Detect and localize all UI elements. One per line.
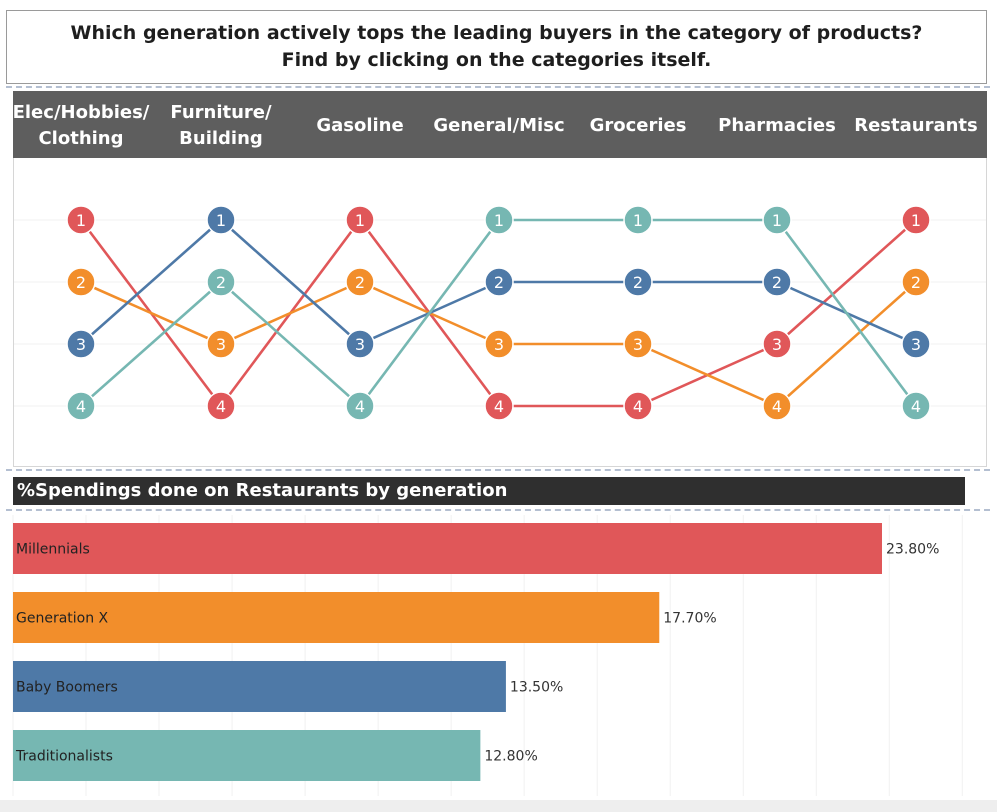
rank-marker[interactable] [484, 329, 514, 359]
category-tab-1[interactable]: Furniture/Building [170, 102, 272, 149]
rank-marker[interactable] [623, 267, 653, 297]
category-label-text[interactable]: General/Misc [433, 115, 564, 136]
rank-marker[interactable] [206, 205, 236, 235]
bar-baby-boomers[interactable] [13, 661, 506, 712]
rank-label: 1 [911, 211, 921, 230]
bar-generation-x[interactable] [13, 592, 660, 643]
rank-label: 3 [911, 335, 921, 354]
bump-chart-frame [13, 158, 987, 467]
rank-label: 1 [772, 211, 782, 230]
bottom-strip [0, 800, 997, 812]
rank-label: 3 [216, 335, 226, 354]
rank-marker[interactable] [484, 205, 514, 235]
question-line-2: Find by clicking on the categories itsel… [281, 49, 712, 71]
category-tab-2[interactable]: Gasoline [316, 115, 403, 136]
bar-value-label: 13.50% [510, 680, 563, 696]
rank-label: 1 [76, 211, 86, 230]
rank-label: 4 [355, 397, 365, 416]
rank-label: 4 [772, 397, 782, 416]
rank-label: 1 [355, 211, 365, 230]
category-label-text[interactable]: Furniture/ [170, 102, 272, 123]
rank-label: 2 [216, 273, 226, 292]
rank-label: 4 [494, 397, 504, 416]
rank-marker[interactable] [206, 267, 236, 297]
divider [6, 86, 990, 88]
category-label-text[interactable]: Building [179, 128, 263, 149]
rank-marker[interactable] [66, 391, 96, 421]
rank-marker[interactable] [345, 267, 375, 297]
category-tab-3[interactable]: General/Misc [433, 115, 564, 136]
rank-marker[interactable] [66, 267, 96, 297]
rank-marker[interactable] [623, 205, 653, 235]
question-line-1: Which generation actively tops the leadi… [70, 22, 923, 44]
rank-label: 3 [494, 335, 504, 354]
category-label-text[interactable]: Pharmacies [718, 115, 836, 136]
rank-marker[interactable] [206, 391, 236, 421]
rank-marker[interactable] [762, 391, 792, 421]
rank-marker[interactable] [484, 391, 514, 421]
rank-marker[interactable] [901, 205, 931, 235]
category-tab-6[interactable]: Restaurants [854, 115, 978, 136]
rank-label: 3 [76, 335, 86, 354]
question-header: Which generation actively tops the leadi… [6, 10, 987, 84]
bar-millennials[interactable] [13, 523, 882, 574]
rank-marker[interactable] [345, 205, 375, 235]
rank-label: 4 [216, 397, 226, 416]
divider [6, 469, 990, 471]
rank-label: 4 [633, 397, 643, 416]
rank-label: 2 [355, 273, 365, 292]
rank-marker[interactable] [762, 205, 792, 235]
rank-label: 4 [76, 397, 86, 416]
rank-label: 3 [633, 335, 643, 354]
bar-category-label: Generation X [16, 611, 109, 627]
bar-traditionalists[interactable] [13, 730, 481, 781]
bar-value-label: 12.80% [484, 749, 537, 765]
rank-label: 3 [772, 335, 782, 354]
category-label-text[interactable]: Restaurants [854, 115, 978, 136]
bar-category-label: Traditionalists [15, 749, 113, 765]
rank-label: 2 [76, 273, 86, 292]
bar-value-label: 23.80% [886, 542, 939, 558]
rank-label: 2 [494, 273, 504, 292]
rank-marker[interactable] [484, 267, 514, 297]
category-header-bar [13, 91, 987, 158]
rank-label: 1 [494, 211, 504, 230]
bar-value-label: 17.70% [663, 611, 716, 627]
rank-label: 2 [633, 273, 643, 292]
series-line-traditionalists [80, 218, 918, 408]
rank-label: 3 [355, 335, 365, 354]
category-label-text[interactable]: Elec/Hobbies/ [13, 102, 150, 123]
rank-marker[interactable] [901, 267, 931, 297]
rank-label: 1 [216, 211, 226, 230]
bar-category-label: Millennials [16, 542, 90, 558]
rank-marker[interactable] [762, 329, 792, 359]
category-label-text[interactable]: Gasoline [316, 115, 403, 136]
category-tab-5[interactable]: Pharmacies [718, 115, 836, 136]
bar-category-label: Baby Boomers [16, 680, 118, 696]
rank-label: 4 [911, 397, 921, 416]
rank-label: 1 [633, 211, 643, 230]
rank-marker[interactable] [901, 329, 931, 359]
rank-marker[interactable] [901, 391, 931, 421]
bar-chart-title: %Spendings done on Restaurants by genera… [13, 477, 965, 505]
divider [6, 509, 990, 511]
category-tab-4[interactable]: Groceries [590, 115, 687, 136]
rank-marker[interactable] [623, 391, 653, 421]
rank-marker[interactable] [66, 205, 96, 235]
rank-marker[interactable] [762, 267, 792, 297]
category-label-text[interactable]: Clothing [38, 128, 123, 149]
category-tab-0[interactable]: Elec/Hobbies/Clothing [13, 102, 150, 149]
rank-marker[interactable] [345, 391, 375, 421]
rank-marker[interactable] [345, 329, 375, 359]
rank-marker[interactable] [66, 329, 96, 359]
category-label-text[interactable]: Groceries [590, 115, 687, 136]
rank-label: 2 [772, 273, 782, 292]
rank-marker[interactable] [623, 329, 653, 359]
rank-label: 2 [911, 273, 921, 292]
rank-marker[interactable] [206, 329, 236, 359]
series-line-millennials [79, 218, 917, 408]
